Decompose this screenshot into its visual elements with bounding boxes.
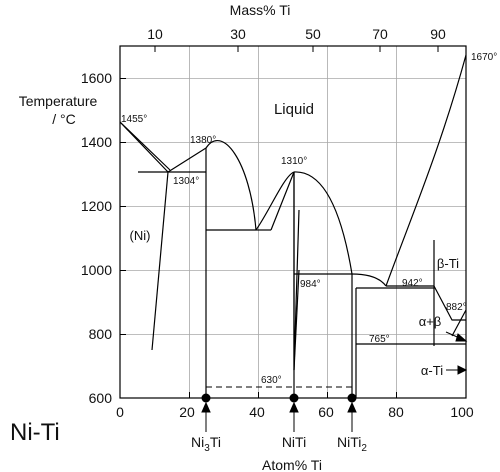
phase-label-beta-ti: β-Ti <box>437 256 459 271</box>
beta-transus <box>433 285 466 321</box>
y-tick-label: 600 <box>89 390 113 406</box>
temp-label-1670: 1670° <box>471 52 497 63</box>
temp-label-1455: 1455° <box>121 114 147 125</box>
top-tick-label: 10 <box>147 26 163 42</box>
phase-label-liquid: Liquid <box>274 101 314 118</box>
compound-label-niti2: NiTi2 <box>337 434 367 454</box>
niti-left-solidus <box>270 171 295 231</box>
alpha-ti-arrow-head <box>457 365 468 375</box>
alpha-beta-arrow-head <box>455 333 468 342</box>
temp-label-942: 942° <box>402 278 423 289</box>
niti-arrow-head <box>289 401 299 413</box>
y-tick-label: 1600 <box>81 70 112 86</box>
temperature-labels: 1455° 1670° 1380° 1304° 1310° 984° 942° … <box>121 52 497 386</box>
top-axis-title: Mass% Ti <box>230 2 291 18</box>
y-tick-label: 1200 <box>81 198 112 214</box>
phase-label-alpha-ti: α-Ti <box>421 363 443 378</box>
x-tick-label: 20 <box>179 404 195 420</box>
temp-label-1310: 1310° <box>281 156 307 167</box>
compound-markers <box>201 393 357 403</box>
solvus-ni <box>151 171 169 351</box>
compound-label-niti: NiTi <box>282 434 306 450</box>
x-tick-label: 40 <box>249 404 265 420</box>
niti-right-boundary <box>293 269 300 371</box>
niti2-arrow-head <box>347 401 357 413</box>
niti-dot <box>289 393 299 403</box>
bottom-axis-title: Atom% Ti <box>262 457 322 472</box>
liquidus-ti <box>385 54 467 287</box>
niti2-dot <box>347 393 357 403</box>
compound-label-ni3ti: Ni3Ti <box>191 434 221 454</box>
temp-label-1304: 1304° <box>173 176 199 187</box>
label-arrows <box>445 331 468 375</box>
temp-label-1380: 1380° <box>190 135 216 146</box>
temp-label-630: 630° <box>261 375 282 386</box>
top-tick-label: 30 <box>230 26 246 42</box>
grid <box>120 46 466 398</box>
temp-label-882: 882° <box>446 302 467 313</box>
y-axis-title-line2: / °C <box>52 111 76 127</box>
top-tick-label: 50 <box>305 26 321 42</box>
y-axis-title-line1: Temperature <box>19 93 98 109</box>
top-tick-labels: 10 30 50 70 90 <box>147 26 446 42</box>
y-tick-label: 800 <box>89 326 113 342</box>
alpha-beta-right <box>451 309 467 337</box>
y-tick-label: 1000 <box>81 262 112 278</box>
solidus-ni-upper <box>119 121 171 171</box>
diagram-title: Ni-Ti <box>10 419 60 446</box>
y-tick-labels: 600 800 1000 1200 1400 1600 <box>81 70 112 406</box>
phase-label-ni: (Ni) <box>130 228 151 243</box>
liquidus-niti-right <box>293 171 353 275</box>
x-tick-labels: 0 20 40 60 80 100 <box>116 404 474 420</box>
liquidus-niti-left <box>255 171 295 231</box>
phase-boundaries <box>119 54 467 398</box>
ni3ti-arrow-head <box>201 401 211 413</box>
x-tick-label: 80 <box>388 404 404 420</box>
ni3ti-dot <box>201 393 211 403</box>
ticks <box>119 46 467 399</box>
top-tick-label: 70 <box>372 26 388 42</box>
temp-label-984: 984° <box>300 279 321 290</box>
liquidus-niti2 <box>351 273 387 287</box>
x-tick-label: 0 <box>116 404 124 420</box>
phase-label-alpha-beta: α+β <box>419 314 442 329</box>
liquidus-ni3ti <box>205 140 257 231</box>
temp-label-765: 765° <box>369 334 390 345</box>
y-tick-label: 1400 <box>81 134 112 150</box>
top-tick-label: 90 <box>430 26 446 42</box>
compound-arrows <box>201 401 357 432</box>
x-tick-label: 100 <box>450 404 474 420</box>
x-tick-label: 60 <box>318 404 334 420</box>
